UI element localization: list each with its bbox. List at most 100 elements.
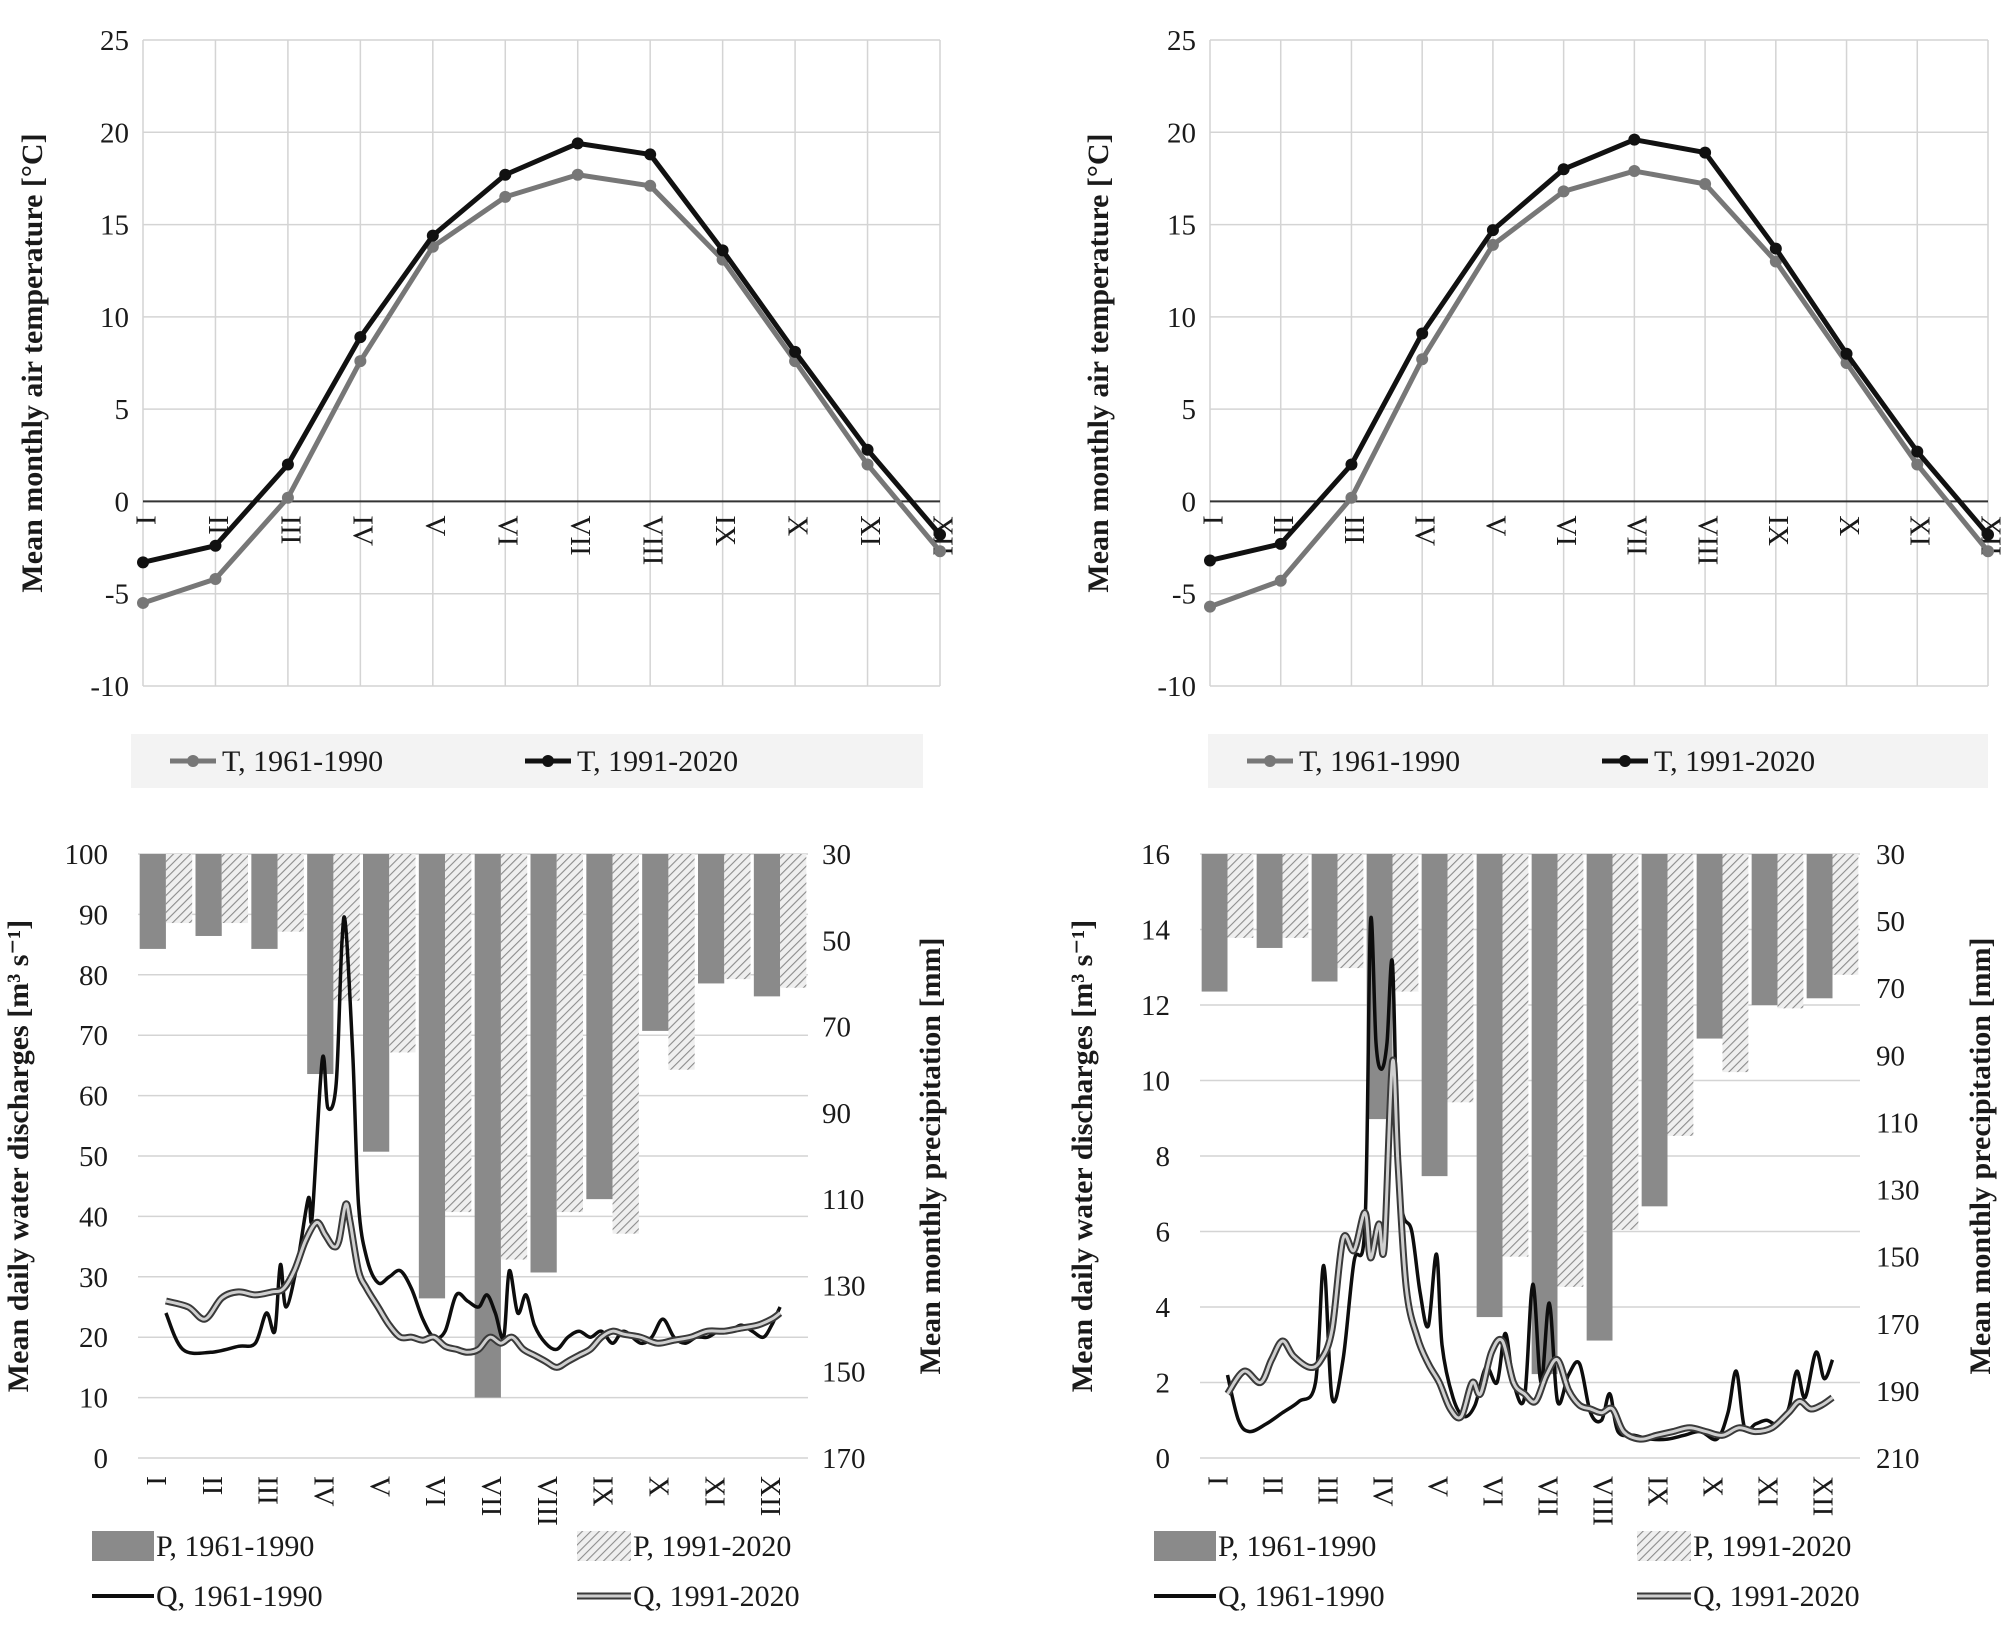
x-tick-label: VIII: [637, 515, 669, 565]
legend-label: P, 1991-2020: [633, 1530, 791, 1563]
x-tick-label: V: [419, 515, 451, 536]
bar-p-1961-1990: [753, 854, 781, 997]
y-axis-label: Mean daily water discharges [m³ s⁻¹]: [1066, 920, 1099, 1392]
y2-tick-label: 190: [1876, 1376, 1920, 1408]
y2-tick-label: 170: [1876, 1309, 1920, 1341]
legend: P, 1961-1990 P, 1991-2020 Q, 1961-1990 Q, 1…: [92, 1530, 800, 1613]
data-point: [499, 168, 512, 181]
bar-p-1961-1990: [363, 854, 390, 1152]
discharge-line-1961-1990: [164, 915, 782, 1356]
y-tick-label: 70: [79, 1020, 108, 1052]
y-tick-label: 30: [79, 1262, 108, 1294]
data-point: [934, 545, 946, 558]
y-tick-label: 90: [79, 899, 108, 931]
bar-p-1961-1990: [586, 854, 613, 1200]
bar-p-1991-2020: [1447, 854, 1474, 1103]
x-tick-label: VI: [492, 515, 524, 546]
legend-swatch-bar: [1154, 1531, 1216, 1561]
bar-p-1991-2020: [780, 854, 807, 988]
data-point: [1486, 224, 1499, 237]
x-tick-label: IV: [347, 515, 379, 546]
bar-p-1961-1990: [1751, 854, 1778, 1005]
x-tick-label: I: [1196, 515, 1228, 525]
bar-p-1961-1990: [418, 854, 446, 1299]
legend-swatch-hatch: [577, 1531, 631, 1561]
data-point: [1274, 574, 1287, 587]
x-tick-label: VII: [1621, 515, 1653, 555]
y-tick-label: -10: [1157, 671, 1196, 703]
discharge-line-1991-2020: [1226, 1058, 1834, 1441]
y-tick-label: 14: [1141, 915, 1171, 947]
bar-p-1991-2020: [1832, 854, 1859, 975]
data-point: [934, 528, 946, 541]
y-tick-label: 0: [1156, 1443, 1171, 1475]
legend-label: Q, 1961-1990: [156, 1580, 323, 1613]
x-tick-label: VII: [564, 515, 596, 555]
data-point: [1982, 528, 1994, 541]
data-point: [861, 458, 874, 471]
bar-p-1991-2020: [1502, 854, 1529, 1257]
y-tick-label: 25: [1167, 25, 1196, 57]
discharge-chart-bl: 0 10 20 30 40 50 60 70 80 90 100 30 50 70 90 110 130 150 1…: [2, 839, 947, 1613]
bar-p-1961-1990: [1696, 854, 1723, 1039]
data-point: [1769, 242, 1782, 255]
x-tick-label: VI: [1550, 515, 1582, 546]
temperature-chart-tl: -10-50510152025IIIIIIIVVVIVIIVIIIIXXXIXI…: [16, 25, 958, 788]
x-tick-label: II: [202, 515, 234, 534]
x-tick-label: I: [1202, 1476, 1234, 1486]
data-point: [1911, 458, 1924, 471]
data-point: [499, 190, 512, 203]
bar-p-1991-2020: [1392, 854, 1419, 992]
data-point: [354, 355, 367, 368]
bar-p-1991-2020: [1777, 854, 1804, 1009]
data-point: [426, 229, 439, 242]
x-tick-label: VIII: [1587, 1476, 1619, 1526]
bar-p-1991-2020: [724, 854, 751, 980]
legend-label: T, 1961-1990: [1299, 745, 1460, 778]
legend-marker: [187, 755, 199, 767]
bar-p-1961-1990: [1256, 854, 1283, 948]
bar-p-1991-2020: [1227, 854, 1254, 938]
bar-p-1991-2020: [1667, 854, 1694, 1136]
legend-label: P, 1991-2020: [1693, 1530, 1851, 1563]
y-tick-label: 5: [1182, 394, 1197, 426]
x-tick-label: X: [642, 1476, 674, 1497]
data-point: [789, 345, 802, 358]
series-line-2: [1209, 137, 1990, 563]
x-tick-label: V: [1479, 515, 1511, 536]
y-tick-label: 20: [1167, 117, 1196, 149]
data-point: [1204, 600, 1216, 613]
y-axis-label: Mean monthly air temperature [°C]: [1082, 133, 1115, 592]
discharge-line-1991-2020: [165, 1202, 782, 1369]
y-tick-label: 40: [79, 1201, 108, 1233]
data-point: [1628, 165, 1641, 178]
legend-label: Q, 1991-2020: [633, 1580, 800, 1613]
y-axis-label: Mean daily water discharges [m³ s⁻¹]: [2, 920, 35, 1392]
bar-p-1961-1990: [307, 854, 334, 1075]
x-tick-label: VII: [475, 1476, 507, 1516]
y-tick-label: 10: [100, 302, 129, 334]
data-point: [1982, 545, 1994, 558]
y-tick-label: 100: [65, 839, 109, 871]
data-point: [1769, 255, 1782, 268]
bar-p-1991-2020: [277, 854, 304, 932]
bar-p-1961-1990: [251, 854, 278, 949]
bar-p-1961-1990: [195, 854, 222, 936]
bar-p-1991-2020: [612, 854, 639, 1234]
bar-p-1961-1990: [698, 854, 725, 984]
bar-p-1991-2020: [1282, 854, 1309, 938]
bar-p-1991-2020: [165, 854, 193, 924]
x-tick-label: III: [1312, 1476, 1344, 1505]
y-tick-label: 16: [1141, 839, 1170, 871]
data-point: [209, 572, 222, 585]
legend-label: T, 1991-2020: [577, 745, 738, 778]
legend-label: P, 1961-1990: [156, 1530, 314, 1563]
legend-label: T, 1961-1990: [222, 745, 383, 778]
data-point: [1416, 353, 1429, 366]
series-line-1: [1209, 168, 1990, 609]
discharge-chart-br: 0 2 4 6 8 10 12 14 16 30 50 70 90 110 130 150 170 190 210 I…: [1066, 839, 1997, 1613]
legend-marker: [542, 755, 554, 767]
legend: T, 1961-1990 T, 1991-2020: [131, 734, 923, 788]
data-point: [861, 443, 874, 456]
data-point: [644, 148, 657, 161]
